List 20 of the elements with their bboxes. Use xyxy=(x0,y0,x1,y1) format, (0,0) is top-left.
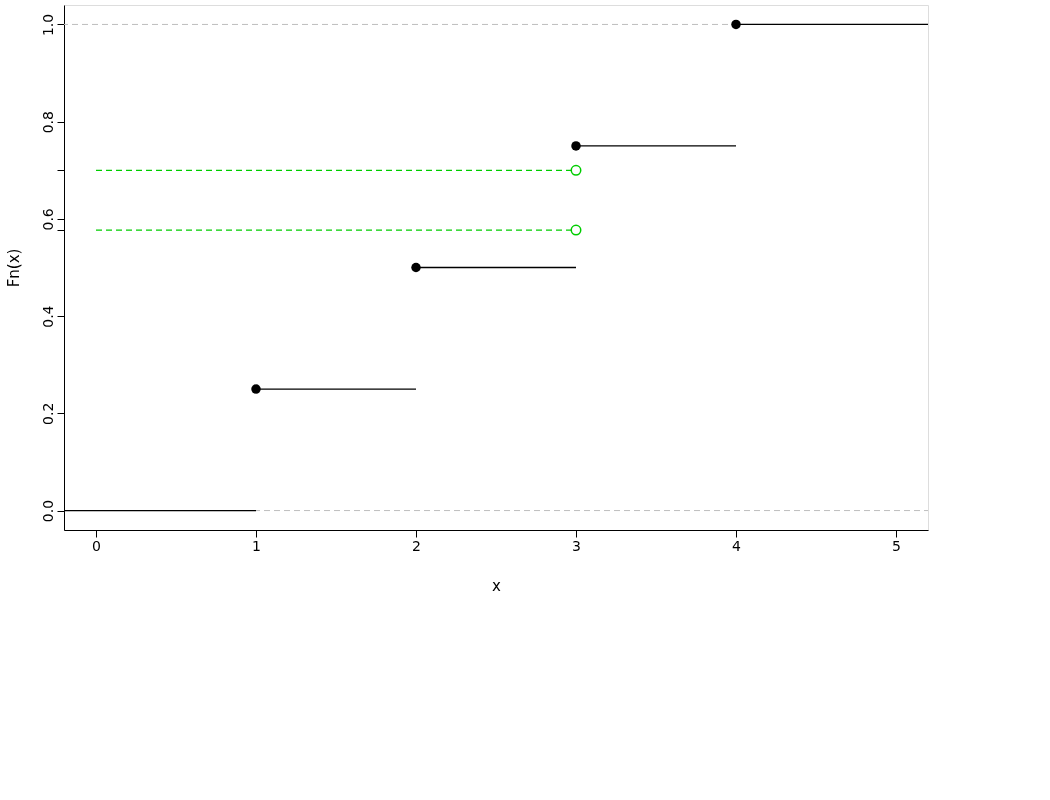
x-tick-label: 0 xyxy=(92,537,101,554)
point xyxy=(571,141,581,151)
x-tick-label: 5 xyxy=(892,537,901,554)
x-tick-label: 2 xyxy=(412,537,421,554)
x-tick-label: 3 xyxy=(572,537,581,554)
y-tick-label: 0.4 xyxy=(39,305,56,328)
x-axis-title: x xyxy=(492,576,502,595)
point xyxy=(731,19,741,30)
y-tick-label: 0.2 xyxy=(39,402,56,425)
y-tick-label: 0.0 xyxy=(39,499,56,523)
y-tick-label: 0.6 xyxy=(39,208,56,231)
x-tick-label: 1 xyxy=(252,537,261,554)
point xyxy=(411,262,421,273)
x-tick-label: 4 xyxy=(732,537,742,554)
y-axis-title: Fn(x) xyxy=(4,248,23,288)
point xyxy=(251,384,261,394)
y-tick-label: 0.8 xyxy=(39,111,56,134)
y-tick-label: 1.0 xyxy=(39,13,56,37)
point xyxy=(570,224,582,236)
point xyxy=(570,164,582,176)
